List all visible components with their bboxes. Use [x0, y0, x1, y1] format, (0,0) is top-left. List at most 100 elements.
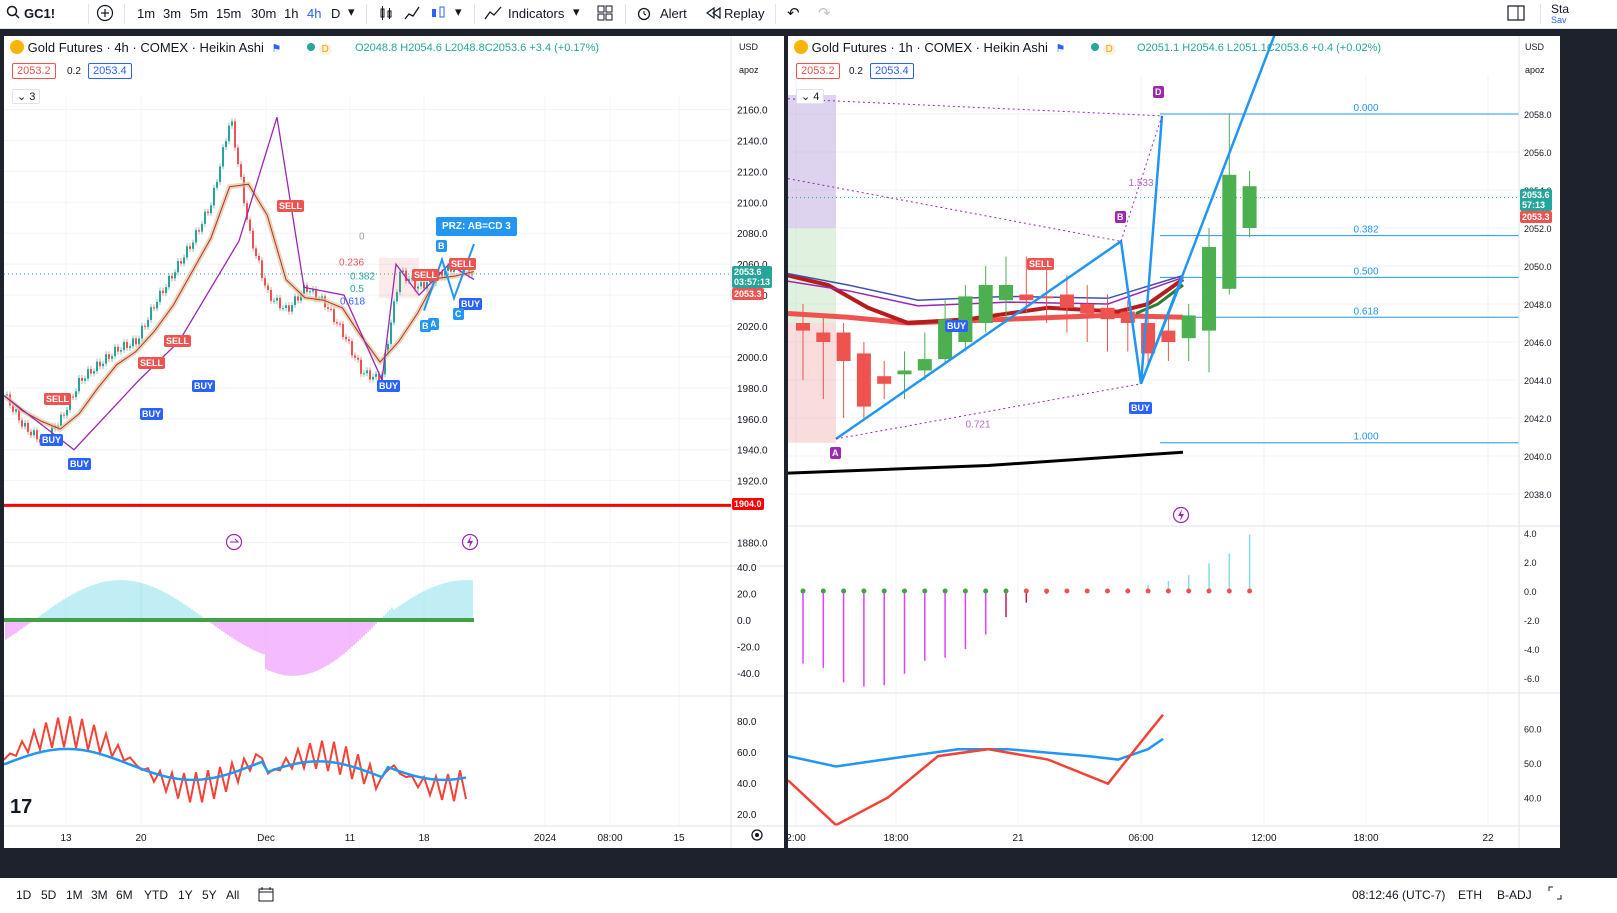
start-label[interactable]: Sta — [1551, 2, 1570, 16]
tradingview-logo[interactable]: 17 — [10, 796, 33, 818]
ohlc-open: O2051.1 — [1137, 42, 1180, 54]
right-sell-price-button[interactable]: 2053.2 — [796, 63, 840, 79]
interval-1m[interactable]: 1m — [137, 6, 156, 21]
flag-icon[interactable]: ⚑ — [271, 43, 282, 55]
lightning-event-icon[interactable] — [461, 533, 479, 556]
bars-style-icon[interactable] — [378, 5, 394, 24]
right-chart-title[interactable]: Gold Futures · 1h · COMEX · Heikin Ashi — [811, 40, 1048, 55]
lightning-event-icon[interactable] — [1172, 506, 1190, 529]
ha-candle — [336, 322, 338, 324]
interval-5m[interactable]: 5m — [190, 6, 209, 21]
ha-candle — [345, 336, 347, 340]
interval-1h[interactable]: 1h — [284, 6, 299, 21]
left-currency[interactable]: USD — [739, 42, 759, 52]
replay-icon[interactable] — [705, 5, 721, 24]
range-6m[interactable]: 6M — [116, 888, 133, 902]
session-toggle[interactable]: ETH — [1458, 888, 1482, 902]
candle-body — [999, 285, 1013, 301]
chevron-down-icon[interactable]: ▾ — [573, 4, 580, 19]
layout-grid-icon[interactable] — [597, 5, 613, 24]
left-indicators-collapse[interactable]: ⌄ 3 — [12, 89, 41, 104]
signal-buy-tag: BUY — [459, 298, 483, 310]
clock-time[interactable]: 08:12:46 (UTC-7) — [1352, 888, 1446, 902]
ha-candle — [372, 376, 374, 380]
expand-icon[interactable] — [1548, 886, 1562, 903]
settings-gear-icon[interactable] — [750, 828, 764, 847]
moving-average-line — [4, 183, 475, 430]
range-ytd[interactable]: YTD — [144, 888, 168, 902]
right-chart-canvas[interactable]: 0.000 0.382 0.500 0.618 1.000 1.533 0.721 2058.… — [788, 36, 1560, 848]
bid-axis-tag: 2053.3 — [732, 288, 764, 301]
indicators-icon[interactable] — [484, 5, 502, 24]
panel-toggle-icon[interactable] — [1507, 5, 1525, 24]
ha-candle — [147, 319, 149, 327]
ha-candle — [201, 223, 203, 232]
price-tick-label: 2120.0 — [737, 167, 768, 178]
replay-button[interactable]: Replay — [724, 6, 765, 21]
range-all[interactable]: All — [226, 888, 240, 902]
range-1y[interactable]: 1Y — [178, 888, 193, 902]
undo-icon[interactable]: ↶ — [787, 5, 800, 22]
alert-button[interactable]: Alert — [660, 6, 687, 21]
interval-15m[interactable]: 15m — [216, 6, 242, 21]
search-icon[interactable] — [6, 5, 20, 22]
candle-body — [816, 332, 831, 342]
adjustment-toggle[interactable]: B-ADJ — [1497, 888, 1532, 902]
range-1d[interactable]: 1D — [16, 888, 32, 902]
osc-zero-dot — [820, 588, 826, 594]
left-chart-pane[interactable]: 2160.0 2140.0 2120.0 2100.0 2080.0 2060.0 20 40… — [4, 36, 784, 848]
pattern-point-c: C — [453, 308, 464, 320]
flag-icon[interactable]: ⚑ — [1055, 43, 1066, 55]
rsi-line — [788, 713, 1164, 827]
ha-candle — [144, 325, 146, 327]
right-currency[interactable]: USD — [1525, 42, 1545, 52]
range-5d[interactable]: 5D — [41, 888, 57, 902]
jump-arrow-icon[interactable] — [225, 533, 243, 556]
left-chart-canvas[interactable]: 2160.0 2140.0 2120.0 2100.0 2080.0 2060.0 20 40… — [4, 36, 784, 848]
compare-add-icon[interactable] — [96, 4, 114, 25]
last-price: 2053.6 — [1522, 189, 1550, 200]
signal-sell-tag: SELL — [138, 357, 166, 369]
right-indicators-collapse[interactable]: ⌄ 4 — [796, 89, 825, 104]
price-tick-label: 2058.0 — [1524, 110, 1552, 120]
osc-zero-dot — [1003, 588, 1009, 594]
interval-3m[interactable]: 3m — [163, 6, 182, 21]
ratio-line — [788, 178, 1122, 242]
ha-candle — [288, 305, 290, 312]
indicators-button[interactable]: Indicators — [508, 6, 565, 21]
interval-30m[interactable]: 30m — [251, 6, 277, 21]
heikin-ashi-icon[interactable] — [430, 5, 446, 24]
chevron-down-icon[interactable]: ▾ — [348, 4, 355, 19]
range-3m[interactable]: 3M — [91, 888, 108, 902]
ha-candle — [195, 230, 197, 243]
ohlc-open: O2048.8 — [355, 42, 398, 54]
right-scale-mode[interactable]: apoz — [1525, 65, 1545, 75]
candle-body — [1161, 330, 1176, 342]
rsi-tick-label: 20.0 — [737, 810, 757, 821]
candle-body — [1242, 186, 1257, 228]
ohlc-low: L2048.8 — [444, 42, 485, 54]
redo-icon[interactable]: ↷ — [818, 5, 831, 22]
interval-d[interactable]: D — [331, 6, 341, 21]
range-1m[interactable]: 1M — [66, 888, 83, 902]
left-chart-title[interactable]: Gold Futures · 4h · COMEX · Heikin Ashi — [27, 40, 264, 55]
right-chart-pane[interactable]: 0.000 0.382 0.500 0.618 1.000 1.533 0.721 2058.… — [788, 36, 1560, 848]
line-style-icon[interactable] — [404, 5, 420, 24]
alarm-clock-icon[interactable] — [636, 5, 652, 24]
calendar-icon[interactable] — [258, 886, 274, 905]
range-5y[interactable]: 5Y — [202, 888, 217, 902]
chevron-down-icon[interactable]: ▾ — [455, 4, 462, 19]
bar-timer: 03:57:13 — [734, 277, 771, 288]
harmonic-point-d: D — [1153, 85, 1164, 98]
hline-axis-tag: 1904.0 — [732, 498, 764, 511]
left-scale-mode[interactable]: apoz — [739, 65, 759, 75]
left-sell-price-button[interactable]: 2053.2 — [12, 63, 56, 79]
osc-tick-label: -40.0 — [737, 669, 760, 680]
save-label[interactable]: Sav — [1551, 15, 1567, 25]
right-buy-price-button[interactable]: 2053.4 — [870, 63, 914, 79]
interval-4h[interactable]: 4h — [307, 6, 322, 21]
time-tick-label: 18 — [418, 833, 430, 844]
symbol-search[interactable]: GC1! — [24, 6, 56, 21]
left-buy-price-button[interactable]: 2053.4 — [88, 63, 132, 79]
time-tick-label: 2:00 — [788, 833, 806, 844]
